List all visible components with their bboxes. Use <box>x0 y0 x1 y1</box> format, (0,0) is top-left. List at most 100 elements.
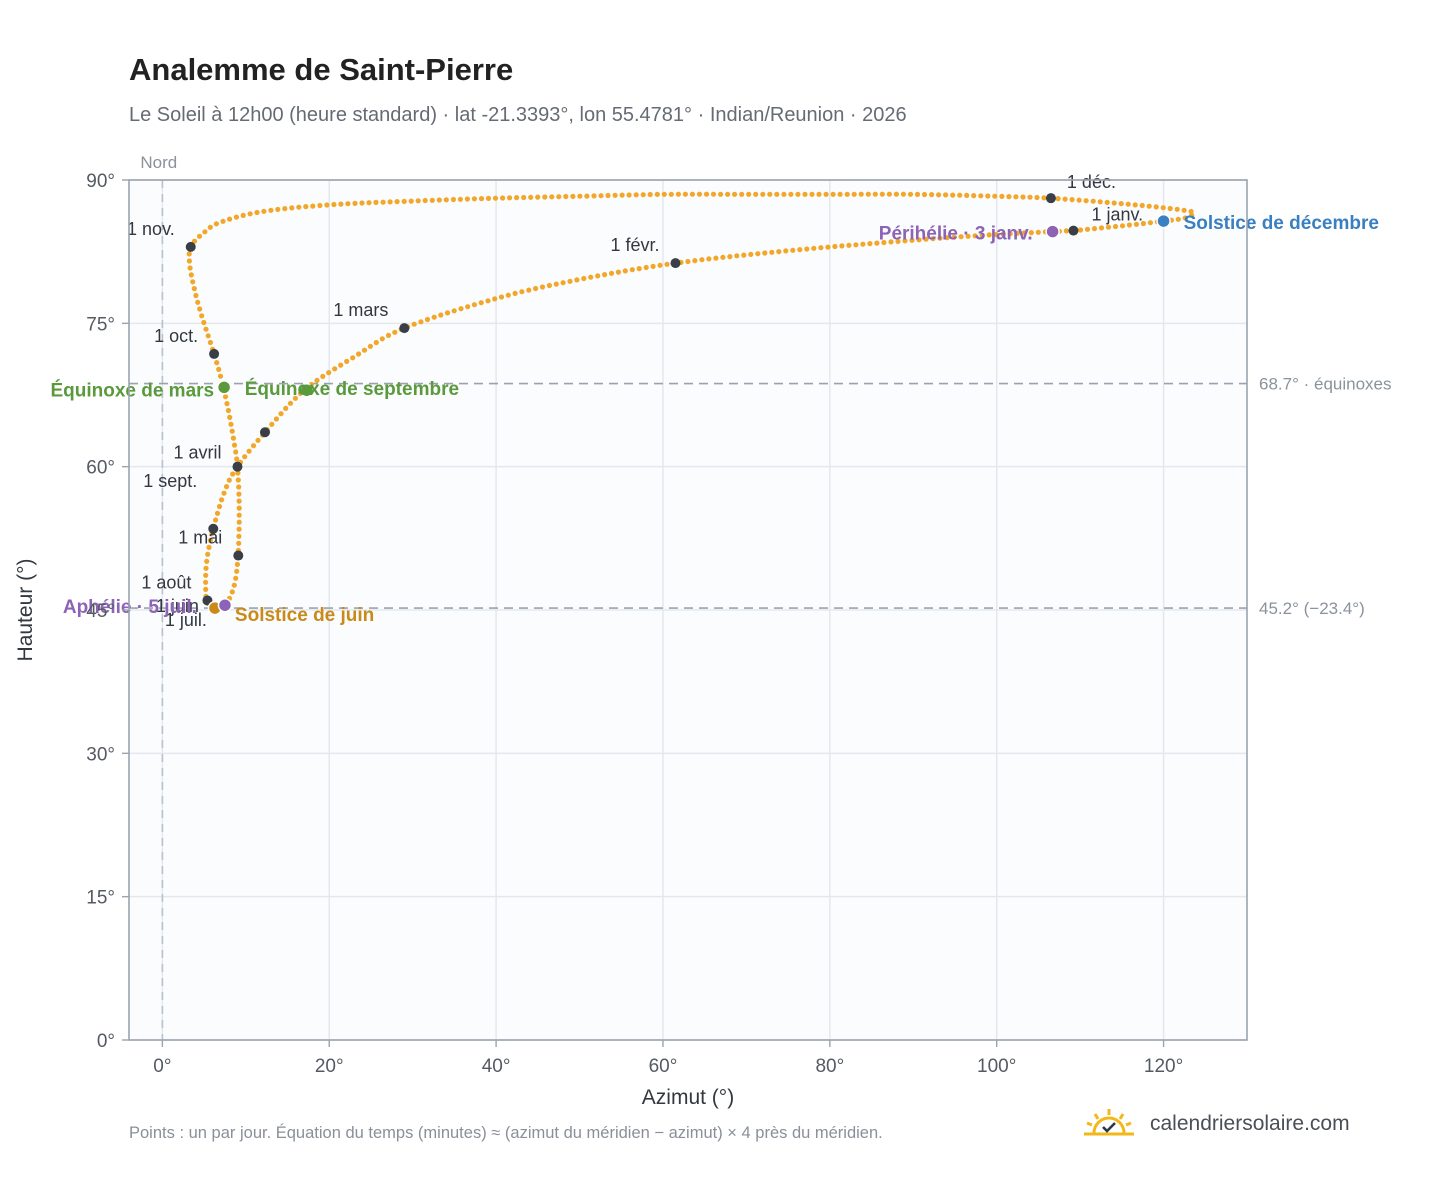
analemma-daily-points <box>186 191 1195 611</box>
reference-lines: Nord 68.7° · équinoxes 45.2° (−23.4°) <box>129 153 1392 1040</box>
daily-point <box>781 191 787 197</box>
daily-point <box>872 191 878 197</box>
daily-point <box>234 561 240 568</box>
month-label: 1 avril <box>173 443 221 463</box>
daily-point <box>227 414 233 420</box>
daily-point <box>443 197 449 203</box>
daily-point <box>1021 230 1027 236</box>
daily-point <box>957 192 963 198</box>
daily-point <box>703 191 710 197</box>
daily-point <box>287 400 294 406</box>
daily-point <box>720 254 726 260</box>
daily-point <box>387 199 393 205</box>
daily-point <box>633 192 639 198</box>
daily-point <box>193 292 199 299</box>
daily-point <box>196 233 203 239</box>
daily-point <box>236 491 242 497</box>
daily-point <box>217 373 224 379</box>
daily-point <box>654 191 660 197</box>
daily-point <box>255 437 261 443</box>
daily-point <box>811 245 817 251</box>
daily-point <box>546 282 553 289</box>
daily-point <box>201 319 207 326</box>
daily-point <box>394 199 400 205</box>
daily-point <box>356 351 362 357</box>
daily-point <box>741 252 747 258</box>
daily-point <box>563 193 569 200</box>
daily-point <box>240 212 246 218</box>
month-marker <box>259 427 270 438</box>
daily-point <box>755 251 761 257</box>
daily-point <box>1174 206 1180 212</box>
daily-point <box>1181 207 1187 213</box>
daily-point <box>296 204 302 210</box>
brand-logo[interactable]: calendriersolaire.com <box>1082 1104 1350 1144</box>
daily-point <box>236 512 242 518</box>
daily-point <box>581 275 587 282</box>
daily-point <box>401 198 407 204</box>
daily-point <box>978 193 984 199</box>
daily-point <box>234 456 240 462</box>
daily-point <box>626 192 632 198</box>
daily-point <box>1104 199 1110 205</box>
daily-point <box>760 191 766 197</box>
daily-point <box>1027 194 1033 200</box>
daily-point <box>526 287 532 293</box>
month-marker <box>185 241 196 252</box>
daily-point <box>436 197 442 203</box>
event-marker <box>299 382 314 398</box>
month-marker <box>209 348 220 359</box>
month-marker <box>1045 193 1056 204</box>
daily-point <box>418 319 424 325</box>
daily-point <box>187 265 193 271</box>
daily-point <box>879 191 885 197</box>
daily-point <box>190 279 196 285</box>
daily-point <box>359 200 365 206</box>
daily-point <box>205 333 211 339</box>
daily-point <box>278 411 284 417</box>
daily-point <box>465 304 471 310</box>
daily-point <box>204 558 210 564</box>
daily-point <box>535 194 541 200</box>
daily-point <box>689 191 696 197</box>
daily-point <box>909 237 915 243</box>
daily-point <box>902 238 908 244</box>
daily-point <box>1076 197 1082 203</box>
daily-point <box>1125 201 1131 207</box>
daily-point <box>937 235 943 241</box>
daily-point <box>588 274 594 280</box>
daily-point <box>570 193 576 199</box>
daily-point <box>366 200 372 206</box>
daily-point <box>837 191 843 197</box>
daily-point <box>767 191 773 197</box>
daily-point <box>661 191 667 197</box>
daily-point <box>236 533 242 539</box>
daily-point <box>521 194 527 201</box>
daily-point <box>235 470 241 476</box>
daily-point <box>692 258 698 264</box>
y-tick-label: 0° <box>97 1031 115 1052</box>
daily-point <box>1097 199 1103 205</box>
daily-point <box>380 199 386 205</box>
daily-point <box>345 201 351 207</box>
chart-footnote: Points : un par jour. Équation du temps … <box>129 1124 883 1142</box>
axes: 0° 20° 40° 60° 80° 100° 120° 0° 15° 30° 45° 60° 75° 9… <box>14 171 1248 1109</box>
daily-point <box>1013 194 1019 200</box>
daily-point <box>464 196 470 202</box>
daily-point <box>485 195 492 201</box>
daily-point <box>1007 231 1013 237</box>
daily-point <box>809 191 815 197</box>
daily-point <box>505 292 511 298</box>
month-marker <box>233 550 244 561</box>
daily-point <box>1084 226 1091 232</box>
month-label: 1 janv. <box>1091 205 1143 225</box>
daily-point <box>197 306 203 312</box>
daily-point <box>1006 194 1012 200</box>
daily-point <box>478 196 485 202</box>
daily-point <box>1147 220 1153 226</box>
daily-point <box>231 582 237 588</box>
event-markers: Équinoxe de mars Équinoxe de septembre Sol… <box>50 213 1379 626</box>
daily-point <box>1126 222 1132 228</box>
